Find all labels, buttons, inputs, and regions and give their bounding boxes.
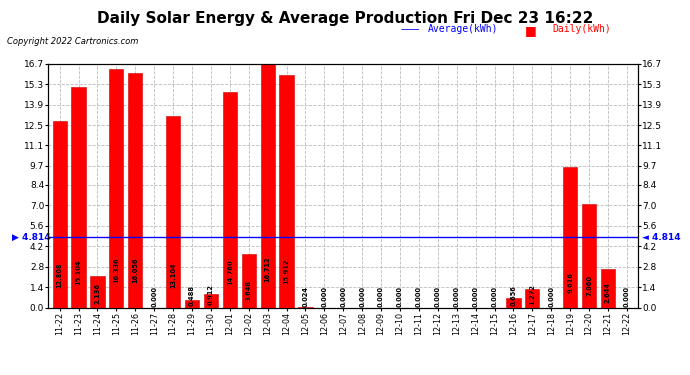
Bar [261, 64, 275, 308]
Text: 7.060: 7.060 [586, 276, 592, 297]
Bar [90, 276, 105, 308]
Bar [601, 269, 615, 308]
Text: 0.000: 0.000 [322, 286, 327, 307]
Text: 2.136: 2.136 [95, 283, 101, 304]
Bar [223, 92, 237, 308]
Text: 16.336: 16.336 [113, 257, 119, 283]
Text: 0.000: 0.000 [378, 286, 384, 307]
Text: Daily(kWh): Daily(kWh) [552, 24, 611, 34]
Text: 0.000: 0.000 [397, 286, 403, 307]
Bar [204, 294, 218, 307]
Text: 0.000: 0.000 [416, 286, 422, 307]
Text: 0.912: 0.912 [208, 285, 214, 306]
Text: 0.000: 0.000 [359, 286, 365, 307]
Text: 0.000: 0.000 [435, 286, 441, 307]
Bar [185, 300, 199, 307]
Bar [166, 116, 180, 308]
Text: ■: ■ [524, 24, 536, 38]
Text: 14.760: 14.760 [227, 260, 233, 285]
Text: Copyright 2022 Cartronics.com: Copyright 2022 Cartronics.com [7, 38, 138, 46]
Bar [128, 73, 142, 308]
Text: Daily Solar Energy & Average Production Fri Dec 23 16:22: Daily Solar Energy & Average Production … [97, 11, 593, 26]
Bar [525, 289, 540, 308]
Text: 9.616: 9.616 [567, 272, 573, 293]
Text: ▶ 4.814: ▶ 4.814 [12, 233, 50, 242]
Text: ◄ 4.814: ◄ 4.814 [642, 233, 680, 242]
Text: 2.644: 2.644 [605, 282, 611, 303]
Bar [563, 167, 578, 308]
Text: 0.000: 0.000 [549, 286, 554, 307]
Text: 16.056: 16.056 [132, 258, 138, 284]
Text: 3.648: 3.648 [246, 280, 252, 302]
Bar [241, 254, 256, 308]
Bar [582, 204, 596, 308]
Bar [506, 298, 520, 307]
Text: 0.000: 0.000 [151, 286, 157, 307]
Text: 16.712: 16.712 [265, 257, 270, 282]
Text: 13.104: 13.104 [170, 262, 176, 288]
Text: 0.656: 0.656 [511, 285, 516, 306]
Text: 0.000: 0.000 [473, 286, 479, 307]
Text: 1.272: 1.272 [529, 284, 535, 305]
Text: 0.024: 0.024 [302, 286, 308, 307]
Text: 0.488: 0.488 [189, 285, 195, 306]
Text: ——: —— [400, 24, 420, 34]
Text: 0.000: 0.000 [340, 286, 346, 307]
Text: 15.912: 15.912 [284, 258, 290, 284]
Text: Average(kWh): Average(kWh) [428, 24, 498, 34]
Text: 0.000: 0.000 [491, 286, 497, 307]
Bar [72, 87, 86, 308]
Text: 15.104: 15.104 [75, 259, 81, 285]
Bar [109, 69, 124, 308]
Text: 0.000: 0.000 [454, 286, 460, 307]
Bar [279, 75, 294, 308]
Bar [52, 120, 67, 308]
Text: 12.808: 12.808 [57, 262, 63, 288]
Text: 0.000: 0.000 [624, 286, 630, 307]
